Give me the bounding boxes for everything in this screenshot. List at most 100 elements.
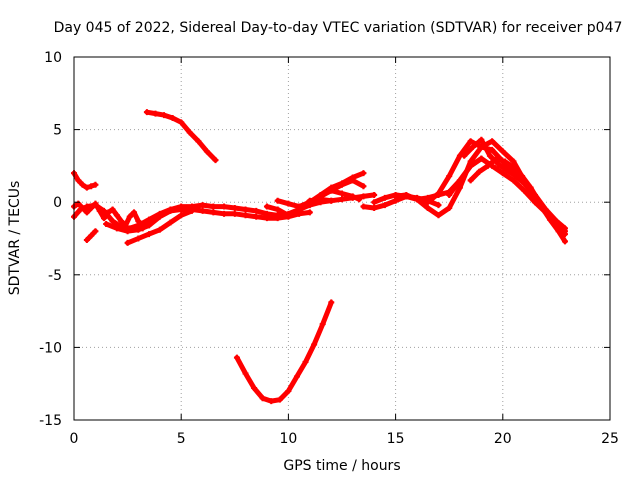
data-point bbox=[242, 206, 249, 213]
data-point bbox=[328, 299, 335, 306]
data-point bbox=[510, 177, 517, 184]
data-point bbox=[356, 196, 363, 203]
data-point bbox=[103, 220, 110, 227]
y-tick-label: 0 bbox=[53, 195, 62, 211]
data-point bbox=[285, 387, 292, 394]
data-point bbox=[131, 209, 138, 216]
data-point bbox=[504, 167, 511, 174]
data-point bbox=[274, 206, 281, 213]
data-point bbox=[527, 184, 534, 191]
data-point bbox=[75, 200, 82, 207]
data-point bbox=[83, 184, 90, 191]
data-point bbox=[360, 183, 367, 190]
data-point bbox=[210, 209, 217, 216]
data-point bbox=[79, 205, 86, 212]
data-point bbox=[555, 228, 562, 235]
data-point bbox=[199, 202, 206, 209]
data-point bbox=[253, 207, 260, 214]
data-point bbox=[467, 177, 474, 184]
data-point bbox=[199, 207, 206, 214]
series-arc-e bbox=[103, 206, 313, 235]
data-point bbox=[414, 196, 421, 203]
series-arc-c bbox=[71, 200, 150, 232]
data-point bbox=[75, 177, 82, 184]
data-point bbox=[268, 398, 275, 405]
data-point bbox=[424, 199, 431, 206]
data-point bbox=[456, 177, 463, 184]
data-point bbox=[446, 205, 453, 212]
data-point bbox=[339, 196, 345, 203]
data-point bbox=[83, 236, 90, 243]
data-point bbox=[109, 206, 116, 213]
data-point bbox=[92, 228, 99, 235]
series-arc-k bbox=[317, 187, 363, 203]
data-point bbox=[435, 190, 442, 197]
data-point bbox=[253, 213, 260, 220]
data-point bbox=[178, 212, 185, 219]
data-layer bbox=[71, 109, 568, 405]
data-point bbox=[519, 173, 526, 180]
data-point bbox=[512, 173, 519, 180]
data-point bbox=[510, 158, 517, 165]
data-point bbox=[146, 216, 153, 223]
data-point bbox=[296, 205, 303, 212]
data-point bbox=[156, 226, 163, 233]
data-point bbox=[251, 385, 258, 392]
data-point bbox=[124, 228, 131, 235]
series-trace bbox=[468, 156, 568, 234]
data-point bbox=[478, 136, 485, 143]
data-point bbox=[371, 205, 378, 212]
data-point bbox=[435, 202, 442, 209]
chart-title: Day 045 of 2022, Sidereal Day-to-day VTE… bbox=[54, 20, 623, 36]
series-arc-d bbox=[83, 228, 99, 243]
series-trace bbox=[461, 137, 568, 244]
data-point bbox=[122, 222, 129, 229]
data-point bbox=[510, 164, 517, 171]
series-arc-l bbox=[233, 299, 335, 405]
data-point bbox=[285, 212, 292, 219]
data-point bbox=[156, 213, 163, 220]
data-point bbox=[124, 239, 131, 246]
data-point bbox=[306, 199, 313, 206]
y-tick-label: -5 bbox=[48, 268, 62, 284]
data-point bbox=[424, 205, 431, 212]
data-point bbox=[242, 212, 249, 219]
y-axis-label: SDTVAR / TECUs bbox=[7, 181, 23, 296]
y-tick-label: -15 bbox=[39, 413, 62, 429]
data-point bbox=[221, 210, 228, 217]
data-point bbox=[274, 215, 281, 222]
data-point bbox=[371, 199, 378, 206]
series-arc-f bbox=[124, 207, 195, 246]
data-point bbox=[339, 190, 345, 197]
data-point bbox=[113, 225, 120, 232]
data-point bbox=[263, 215, 270, 222]
data-point bbox=[79, 181, 86, 188]
data-point bbox=[360, 203, 367, 210]
data-point bbox=[221, 203, 228, 210]
data-point bbox=[489, 146, 496, 153]
data-point bbox=[231, 210, 238, 217]
data-point bbox=[536, 199, 543, 206]
data-point bbox=[381, 202, 388, 209]
data-point bbox=[105, 209, 112, 216]
data-point bbox=[478, 155, 485, 162]
data-point bbox=[403, 191, 410, 198]
data-point bbox=[143, 109, 150, 116]
data-point bbox=[561, 228, 568, 235]
data-point bbox=[311, 341, 318, 348]
data-point bbox=[203, 148, 210, 155]
data-point bbox=[392, 193, 399, 200]
data-point bbox=[231, 205, 238, 212]
data-point bbox=[242, 370, 249, 377]
series-trace bbox=[234, 299, 334, 404]
data-point bbox=[92, 200, 99, 207]
x-tick-label: 10 bbox=[279, 431, 297, 447]
data-point bbox=[328, 187, 335, 194]
data-point bbox=[339, 180, 345, 187]
data-point bbox=[135, 226, 142, 233]
data-point bbox=[96, 207, 103, 214]
data-point bbox=[469, 144, 476, 151]
data-point bbox=[446, 173, 453, 180]
data-point bbox=[188, 207, 195, 214]
